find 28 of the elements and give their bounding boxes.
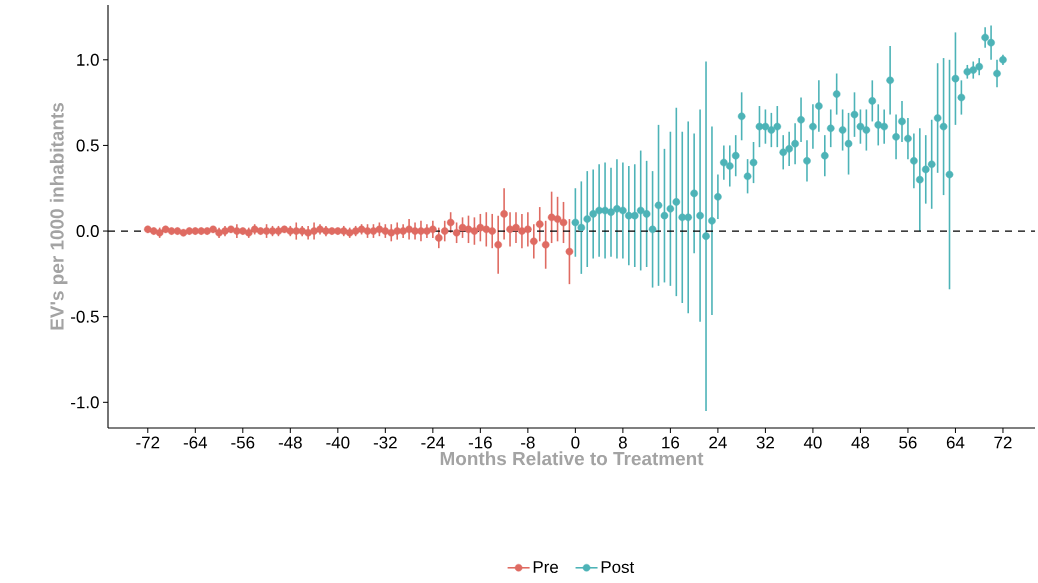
x-tick-label: -8 — [521, 436, 535, 449]
y-tick-label: -0.5 — [71, 310, 99, 323]
x-tick-label: 16 — [662, 436, 680, 449]
x-tick-label: 48 — [851, 436, 870, 449]
x-tick-label: 64 — [946, 436, 965, 449]
x-tick-label: 72 — [994, 436, 1012, 449]
y-tick-label: 1.0 — [77, 53, 99, 66]
x-tick-label: -32 — [373, 436, 397, 449]
x-tick-label: 32 — [756, 436, 774, 449]
x-tick-label: -16 — [468, 436, 492, 449]
y-tick-label: -1.0 — [71, 396, 99, 409]
x-axis-title: Months Relative to Treatment — [440, 451, 704, 466]
x-tick-label: 0 — [571, 436, 580, 449]
y-axis-title: EV's per 1000 inhabitants — [49, 103, 68, 330]
x-tick-label: -64 — [183, 436, 208, 449]
x-tick-label: -24 — [421, 436, 445, 449]
legend-label: Pre — [533, 561, 558, 574]
y-tick-label: 0.5 — [76, 139, 99, 152]
legend-label: Post — [601, 561, 635, 574]
x-tick-label: -40 — [326, 436, 350, 449]
x-tick-label: 40 — [803, 436, 822, 449]
x-tick-label: 56 — [899, 436, 917, 449]
x-tick-label: -72 — [136, 436, 160, 449]
x-tick-label: 24 — [709, 436, 727, 449]
y-tick-label: 0.0 — [76, 225, 99, 238]
x-tick-label: -48 — [278, 436, 302, 449]
x-tick-label: -56 — [231, 436, 255, 449]
x-tick-label: 8 — [618, 436, 627, 449]
